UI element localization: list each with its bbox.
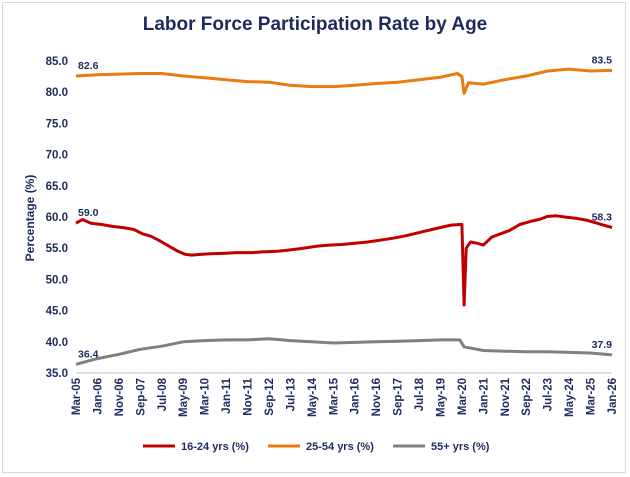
y-tick-label: 60.0 [46, 212, 68, 224]
x-tick-label: May-24 [564, 377, 576, 417]
x-tick-label: Jan-16 [350, 378, 362, 414]
x-tick-label: Jul-08 [157, 377, 169, 411]
chart-frame [2, 2, 626, 473]
x-tick-label: Jul-13 [285, 378, 297, 411]
legend-label: 55+ yrs (%) [431, 441, 490, 453]
data-label-last: 58.3 [592, 212, 613, 224]
x-tick-label: Mar-05 [71, 377, 83, 415]
x-tick-label: Mar-15 [328, 377, 340, 415]
y-tick-label: 65.0 [46, 181, 68, 193]
series-lines [75, 67, 613, 366]
data-label-last: 37.9 [592, 339, 613, 351]
x-tick-label: Nov-16 [371, 378, 383, 416]
x-tick-label: Jan-06 [92, 378, 104, 414]
data-labels: 59.0 58.3 82.6 83.5 36.4 37.9 [78, 54, 612, 360]
y-axis-label: Percentage (%) [23, 175, 37, 262]
y-tick-label: 40.0 [46, 337, 68, 349]
y-tick-label: 75.0 [46, 118, 68, 130]
y-axis: 35.0 40.0 45.0 50.0 55.0 60.0 65.0 70.0 75.0 80.0… [46, 56, 68, 380]
series-line [75, 67, 613, 95]
chart-title: Labor Force Participation Rate by Age [142, 14, 488, 35]
data-label-first: 82.6 [78, 60, 99, 72]
x-tick-label: Jul-23 [543, 378, 555, 411]
x-tick-label: Sep-22 [521, 378, 533, 416]
x-tick-label: Sep-07 [135, 378, 147, 416]
x-tick-label: Nov-11 [243, 377, 255, 415]
y-tick-label: 70.0 [46, 150, 68, 162]
x-tick-label: Jul-18 [414, 377, 426, 411]
y-tick-label: 85.0 [46, 56, 68, 68]
y-tick-label: 35.0 [46, 368, 68, 380]
legend: 16-24 yrs (%) 25-54 yrs (%) 55+ yrs (%) [143, 441, 490, 453]
x-tick-label: May-14 [307, 377, 319, 417]
x-axis: Mar-05 Jan-06 Nov-06 Sep-07 Jul-08 May-09 Mar-… [71, 372, 619, 417]
x-tick-label: Mar-10 [200, 378, 212, 415]
x-tick-label: Sep-17 [393, 378, 405, 416]
x-tick-label: Sep-12 [264, 378, 276, 416]
data-label-first: 59.0 [78, 207, 99, 219]
y-tick-label: 45.0 [46, 306, 68, 318]
x-tick-label: Jan-21 [478, 377, 490, 414]
y-tick-label: 55.0 [46, 243, 68, 255]
x-tick-label: Jan-11 [221, 377, 233, 413]
x-tick-label: Nov-06 [114, 378, 126, 416]
y-tick-label: 50.0 [46, 274, 68, 286]
y-tick-label: 80.0 [46, 87, 68, 99]
legend-label: 25-54 yrs (%) [306, 441, 374, 453]
legend-label: 16-24 yrs (%) [181, 441, 249, 453]
x-tick-label: May-09 [178, 378, 190, 417]
x-tick-label: Jan-26 [607, 378, 619, 414]
x-tick-label: May-19 [435, 378, 447, 417]
x-tick-label: Nov-21 [500, 377, 512, 416]
data-label-first: 36.4 [78, 348, 99, 360]
x-tick-label: Mar-25 [586, 377, 598, 415]
series-line [75, 337, 613, 366]
series-line [75, 214, 613, 307]
data-label-last: 83.5 [592, 54, 613, 66]
x-tick-label: Mar-20 [457, 378, 469, 415]
